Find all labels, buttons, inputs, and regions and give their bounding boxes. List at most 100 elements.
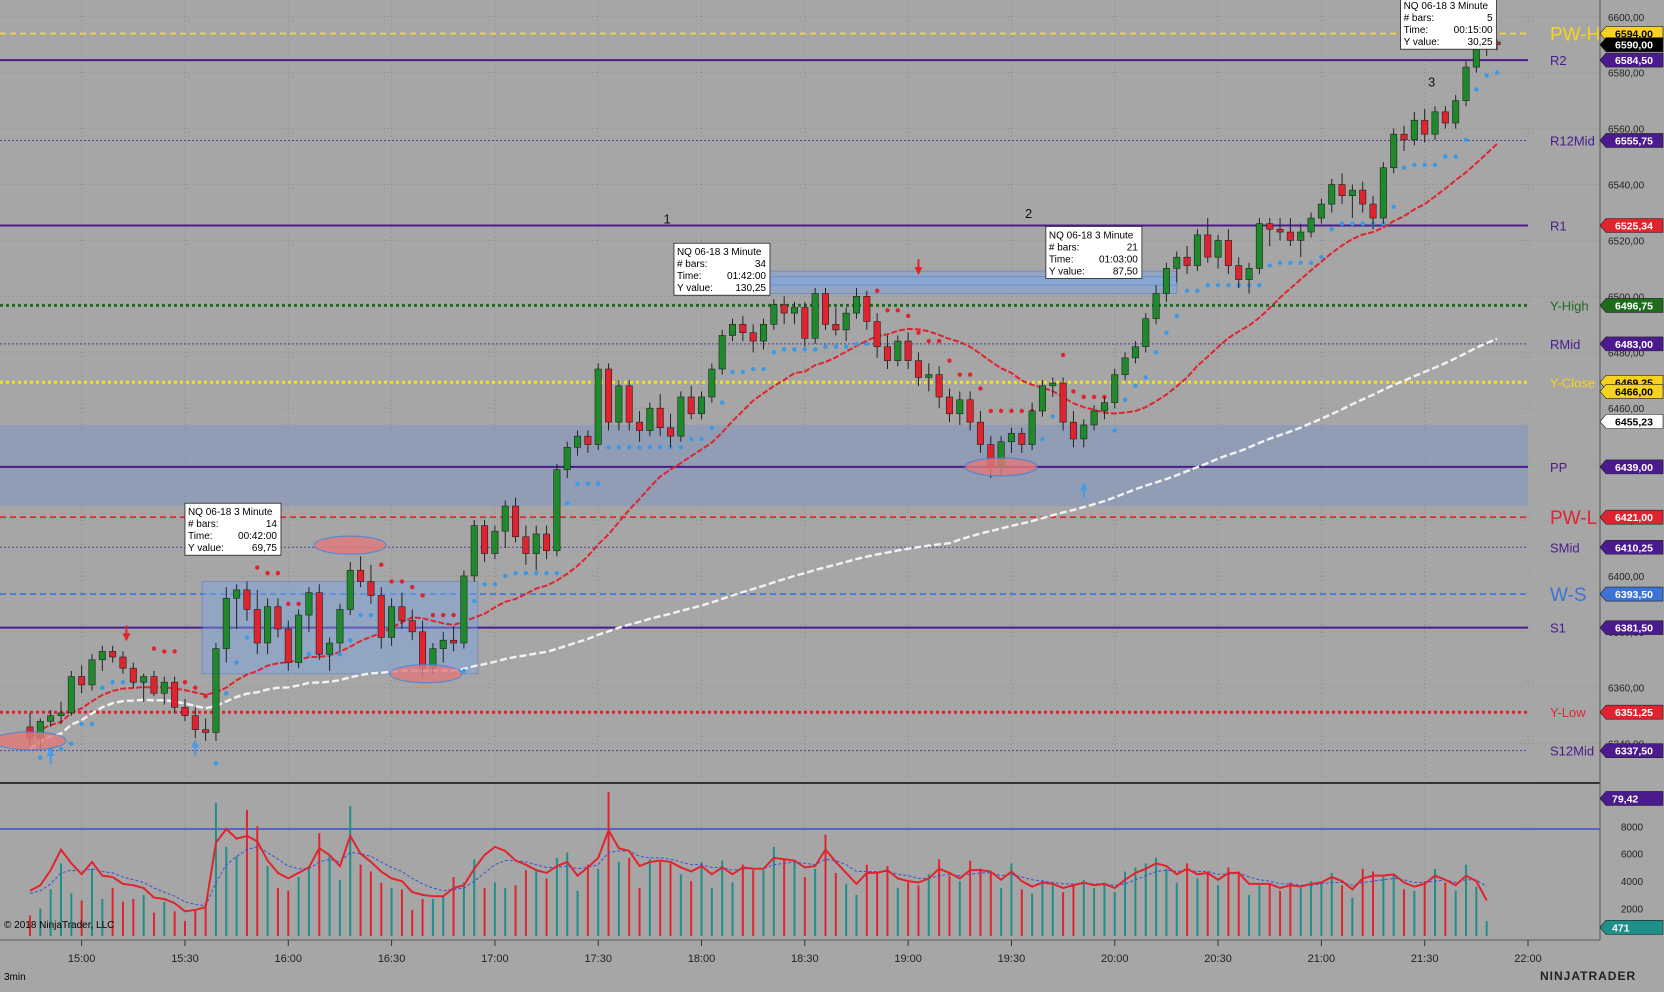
candle-up xyxy=(1317,203,1325,219)
stop-dot-short xyxy=(1081,394,1086,400)
stop-dot-long xyxy=(750,366,756,372)
candle xyxy=(1400,125,1408,151)
candle xyxy=(78,665,86,694)
candle-down xyxy=(605,368,613,423)
candle-down xyxy=(191,715,199,730)
candle-down xyxy=(656,407,664,429)
candle xyxy=(863,290,871,330)
candle xyxy=(1214,234,1222,269)
candle xyxy=(460,570,468,649)
candle-up xyxy=(336,609,344,644)
pivot-levels xyxy=(0,32,1528,752)
tooltip-value: 00:42:00 xyxy=(238,531,277,542)
candle-up xyxy=(1028,410,1036,445)
stop-dot-long xyxy=(1143,375,1148,380)
level-label-r2: R2 xyxy=(1550,53,1567,68)
level-label-y-low: Y-Low xyxy=(1550,705,1586,720)
stop-dot-long xyxy=(1360,221,1365,226)
candle-up xyxy=(1307,217,1315,233)
price-badge-text: 6525,34 xyxy=(1615,221,1653,233)
candle-up xyxy=(1142,318,1150,347)
price-badge-text: 6466,00 xyxy=(1615,386,1653,398)
stop-dot-short xyxy=(430,612,436,618)
panel-splitter[interactable] xyxy=(0,782,1600,784)
candle-up xyxy=(1162,268,1170,294)
candle xyxy=(646,402,654,437)
time-axis-ticks[interactable]: 15:00 15:30 16:00 16:30 17:00 17:30 18:00 18:30… xyxy=(68,940,1542,965)
candle-down xyxy=(512,505,520,538)
stop-dot-long xyxy=(58,747,64,752)
candle-down xyxy=(625,385,633,423)
candle-up xyxy=(718,335,726,370)
candle xyxy=(1100,396,1108,420)
stop-dot-long xyxy=(534,570,539,576)
candle xyxy=(1431,106,1439,140)
stop-dot-long xyxy=(637,445,642,450)
stop-dot-long xyxy=(719,400,725,405)
candle-up xyxy=(698,396,706,415)
tooltip-value: 01:42:00 xyxy=(727,271,766,282)
tooltip-bg xyxy=(1400,0,1497,50)
stop-dot-long xyxy=(1308,260,1314,265)
level-label-smid: SMid xyxy=(1550,540,1580,555)
candle xyxy=(512,497,520,543)
candle-down xyxy=(1266,223,1274,230)
candle xyxy=(976,410,984,453)
candle-up xyxy=(140,676,148,683)
candle xyxy=(832,307,840,336)
candle-up xyxy=(677,396,685,437)
price-tick-label: 6500,00 xyxy=(1608,292,1645,303)
candle-up xyxy=(1080,424,1088,440)
stop-dot-long xyxy=(234,660,239,665)
stop-dot-long xyxy=(337,651,343,657)
level-label-pp: PP xyxy=(1550,460,1567,475)
tooltip-key: Time: xyxy=(188,531,213,542)
stop-dot-short xyxy=(389,579,394,584)
tooltip-value: 14 xyxy=(266,519,278,530)
candle xyxy=(1018,427,1026,453)
candle-up xyxy=(1007,433,1015,443)
candle xyxy=(729,318,737,342)
candle-up xyxy=(346,570,354,610)
buy-arrow xyxy=(191,739,200,756)
price-badge-bg xyxy=(1599,743,1664,758)
candle xyxy=(1080,419,1088,448)
stop-dot-long xyxy=(688,436,694,442)
price-badge-r1: 6525,34 xyxy=(1599,218,1664,233)
wave-labels: 1 2 3 xyxy=(663,75,1435,227)
candle-up xyxy=(1245,268,1253,280)
candle xyxy=(1359,181,1367,213)
level-label-rmid: RMid xyxy=(1550,337,1580,352)
candle xyxy=(718,329,726,375)
volume-axis: 8000 6000 4000 2000 79,42 471 xyxy=(1599,791,1664,935)
tooltip-wave-1: NQ 06-18 3 Minute# bars: 34 Time: 01:42:00 Y… xyxy=(673,242,771,296)
stop-dot-long xyxy=(1453,154,1458,159)
candle xyxy=(450,626,458,652)
candle xyxy=(780,296,788,325)
stop-dot-short xyxy=(399,579,405,584)
price-tick-label: 6540,00 xyxy=(1608,181,1645,192)
candle-down xyxy=(377,595,385,638)
stop-dot-long xyxy=(596,481,601,486)
candle-up xyxy=(1379,167,1387,219)
candle-down xyxy=(1204,234,1212,258)
candle xyxy=(667,413,675,448)
candle-down xyxy=(945,396,953,415)
time-tick-label: 18:00 xyxy=(688,953,716,965)
level-label-w-s: W-S xyxy=(1550,585,1587,606)
candle xyxy=(904,332,912,370)
arrow-head xyxy=(46,748,55,757)
stop-dot-short xyxy=(905,313,911,319)
price-badge-bg xyxy=(1599,384,1664,399)
candle xyxy=(1328,178,1336,213)
candle xyxy=(305,587,313,632)
time-tick-label: 20:00 xyxy=(1101,953,1129,965)
stop-dot-long xyxy=(1339,221,1345,226)
stop-dot-long xyxy=(224,691,229,696)
candle xyxy=(264,598,272,655)
tooltip-key: Y value: xyxy=(677,283,713,294)
stop-dot-short xyxy=(895,308,901,313)
ellipse-high xyxy=(313,535,387,555)
tooltip-value: 69,75 xyxy=(252,543,277,554)
